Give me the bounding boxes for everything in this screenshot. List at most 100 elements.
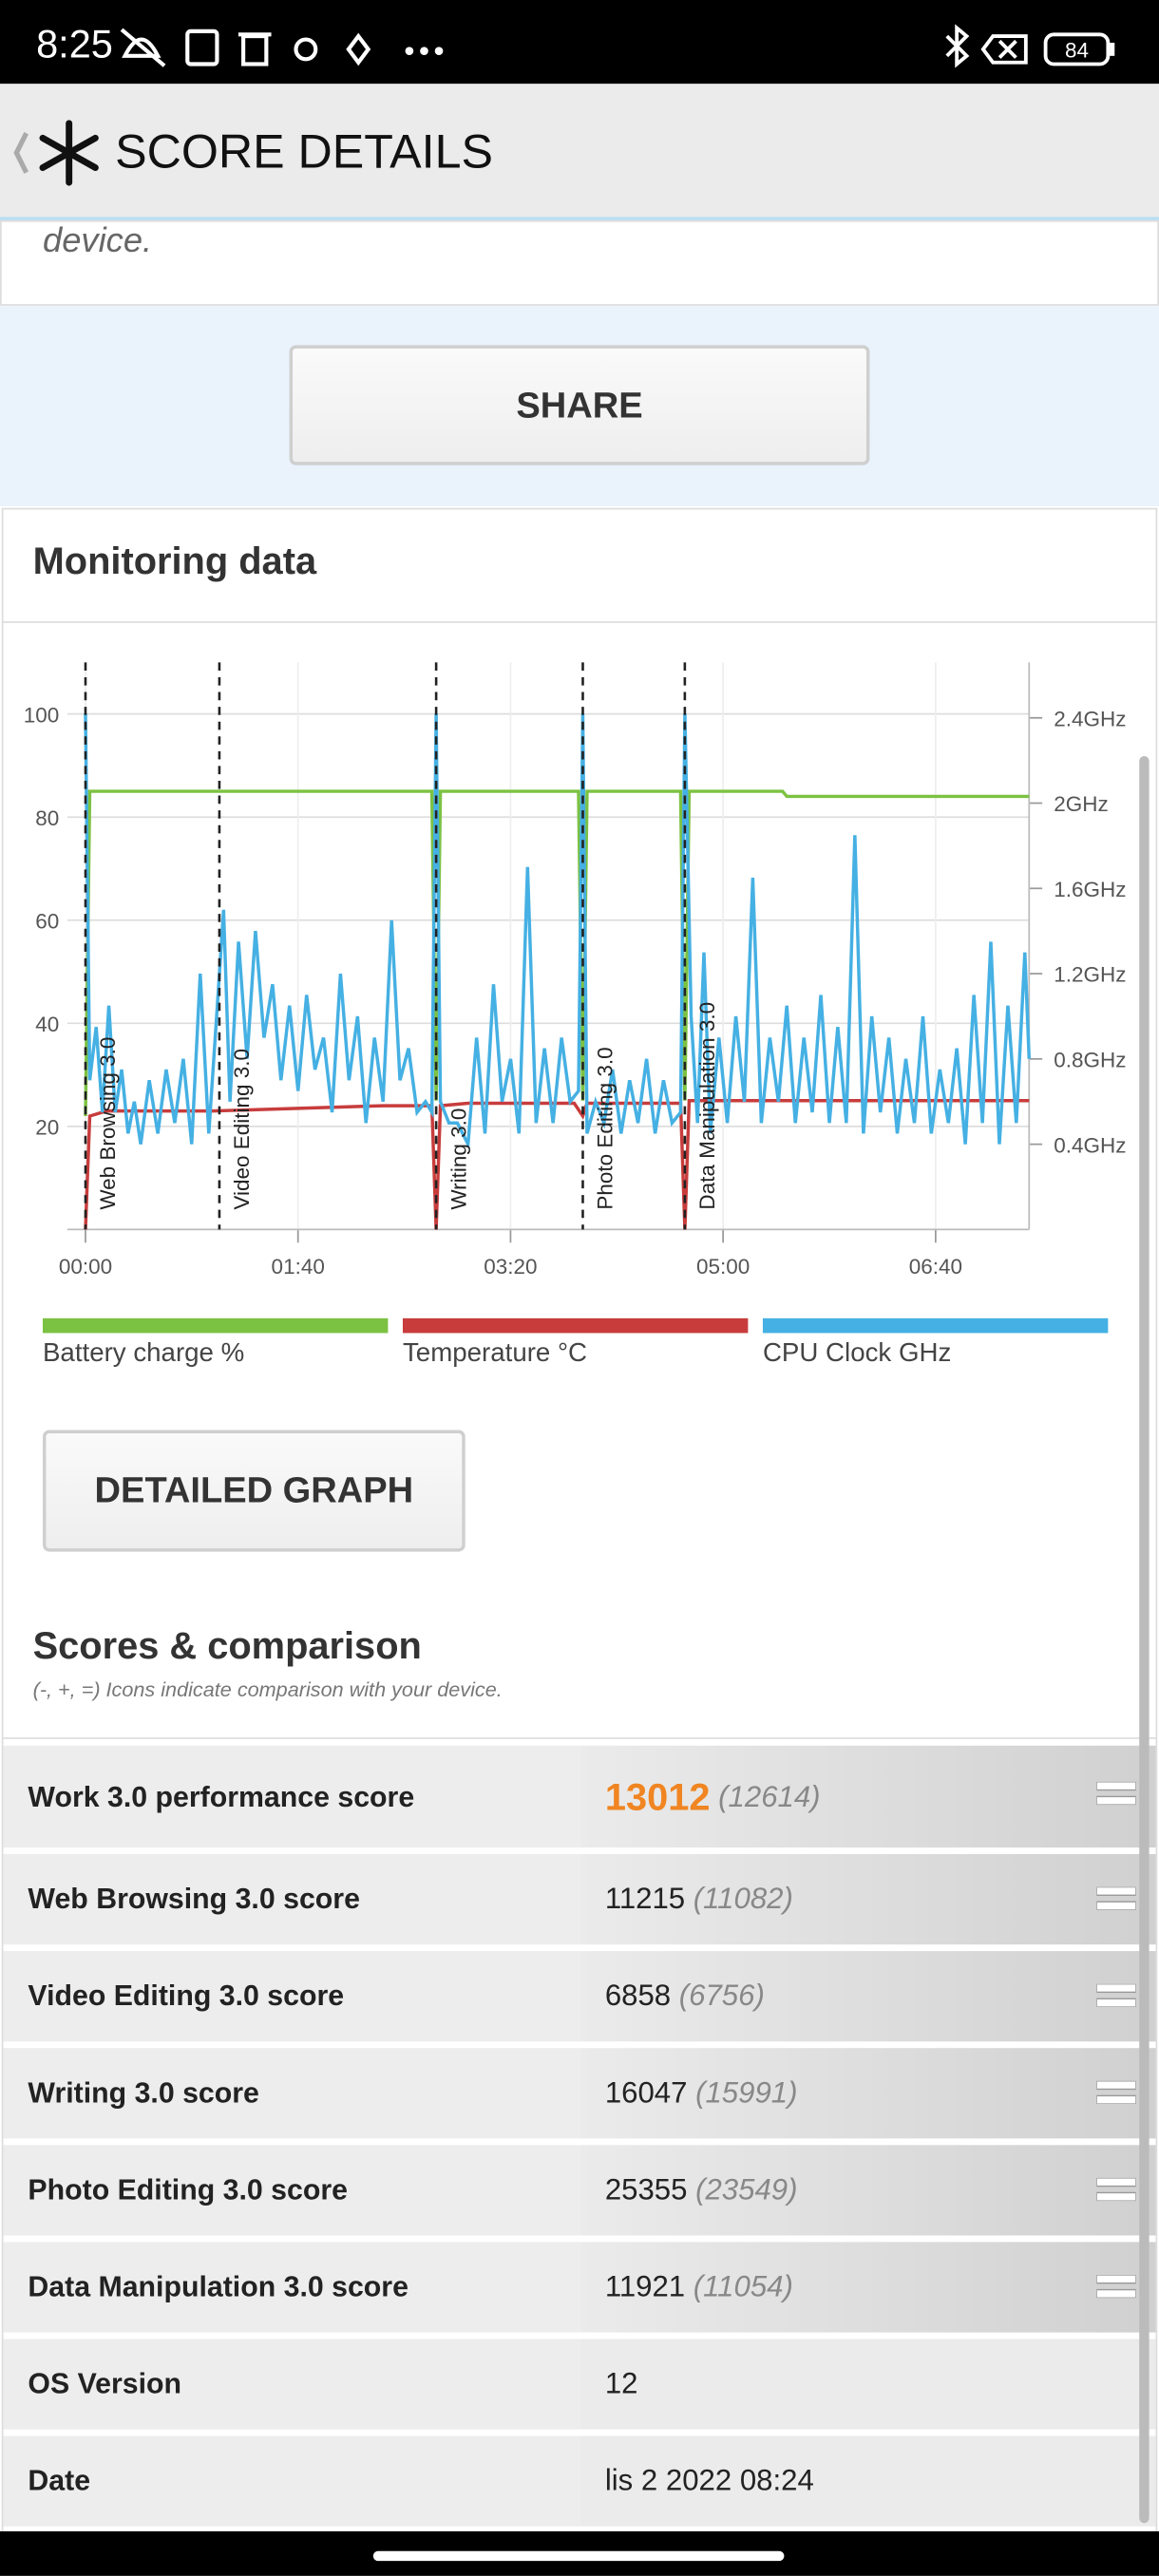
row-label: OS Version <box>3 2339 580 2430</box>
comparison-score: (6756) <box>678 1979 765 2013</box>
row-value: 16047 (15991) <box>580 2048 1156 2139</box>
equal-icon <box>1096 2080 1136 2105</box>
value: 12 <box>604 2366 638 2400</box>
comparison-score: (12614) <box>718 1779 821 1812</box>
equal-icon <box>1096 1886 1136 1910</box>
y2-tick-label: 1.2GHz <box>1054 963 1126 987</box>
row-label: Work 3.0 performance score <box>3 1745 580 1848</box>
score-row: Web Browsing 3.0 score 11215 (11082) <box>3 1853 1156 1945</box>
row-value: lis 2 2022 08:24 <box>580 2435 1156 2527</box>
x-tick-label: 00:00 <box>59 1255 112 1279</box>
score: 11215 <box>604 1882 686 1916</box>
status-right-icons: 84 <box>945 24 1115 68</box>
equal-icon <box>1096 1781 1136 1806</box>
divider <box>3 621 1156 623</box>
legend-swatch <box>762 1317 1109 1334</box>
row-label: Video Editing 3.0 score <box>3 1951 580 2042</box>
row-label: Writing 3.0 score <box>3 2048 580 2139</box>
x-tick-label: 01:40 <box>272 1255 325 1279</box>
comparison-score: (15991) <box>695 2075 798 2110</box>
status-bar: 8:25 84 <box>0 0 1159 85</box>
row-value: 11215 (11082) <box>580 1853 1156 1945</box>
equal-icon <box>1096 2275 1136 2299</box>
section-subtitle: (-, +, =) Icons indicate comparison with… <box>32 1677 503 1702</box>
score: 25355 <box>604 2172 688 2207</box>
status-icons <box>120 28 444 67</box>
row-value: 11921 (11054) <box>580 2242 1156 2333</box>
y-tick-label: 60 <box>35 909 59 933</box>
row-value: 25355 (23549) <box>580 2145 1156 2236</box>
y2-tick-label: 2GHz <box>1054 792 1108 816</box>
equal-icon <box>1096 2177 1136 2202</box>
event-label: Data Manipulation 3.0 <box>695 1002 719 1210</box>
series-line <box>84 789 1030 1117</box>
score: 6858 <box>604 1979 672 2013</box>
y-tick-label: 100 <box>24 703 60 727</box>
x-tick-label: 06:40 <box>909 1255 962 1279</box>
score-row: OS Version 12 <box>3 2339 1156 2430</box>
share-section: SHARE <box>0 305 1159 506</box>
score-row: Work 3.0 performance score 13012 (12614) <box>3 1745 1156 1848</box>
y2-tick-label: 0.8GHz <box>1054 1049 1126 1072</box>
y-tick-label: 40 <box>35 1013 59 1036</box>
detailed-graph-button[interactable]: DETAILED GRAPH <box>42 1430 466 1552</box>
y-tick-label: 80 <box>35 806 59 830</box>
value: lis 2 2022 08:24 <box>604 2464 814 2497</box>
navigation-bar <box>0 2530 1159 2576</box>
event-label: Web Browsing 3.0 <box>96 1037 120 1210</box>
score: 16047 <box>604 2075 688 2110</box>
back-logo[interactable] <box>10 120 108 186</box>
comparison-score: (11082) <box>693 1882 793 1916</box>
app-header: SCORE DETAILS <box>0 84 1159 222</box>
row-value: 13012 (12614) <box>580 1745 1156 1848</box>
score-row: Photo Editing 3.0 score 25355 (23549) <box>3 2145 1156 2236</box>
clock: 8:25 <box>36 23 113 67</box>
score: 11921 <box>604 2269 686 2303</box>
monitoring-card: Monitoring data 20 40 60 80 100 00:00 01:40 03:… <box>1 507 1158 2549</box>
x-tick-label: 05:00 <box>696 1255 750 1279</box>
intro-card: device. <box>0 219 1159 306</box>
y2-tick-label: 2.4GHz <box>1054 707 1126 730</box>
score: 13012 <box>604 1774 711 1818</box>
legend-swatch <box>402 1317 749 1334</box>
page-title: SCORE DETAILS <box>115 126 493 180</box>
monitoring-chart: 20 40 60 80 100 00:00 01:40 03:20 05:00 06:40 0.4G… <box>24 662 1126 1367</box>
equal-icon <box>1096 1983 1136 2007</box>
row-value: 12 <box>580 2339 1156 2430</box>
x-tick-label: 03:20 <box>484 1255 537 1279</box>
row-label: Photo Editing 3.0 score <box>3 2145 580 2236</box>
legend-label: Battery charge % <box>43 1337 244 1367</box>
y-tick-label: 20 <box>35 1116 59 1140</box>
battery-level: 84 <box>1065 39 1089 63</box>
event-label: Video Editing 3.0 <box>230 1049 254 1210</box>
legend-label: CPU Clock GHz <box>763 1337 951 1367</box>
home-indicator[interactable] <box>372 2550 785 2562</box>
row-label: Date <box>3 2435 580 2527</box>
y2-tick-label: 0.4GHz <box>1054 1133 1126 1157</box>
score-table: Work 3.0 performance score 13012 (12614) We… <box>3 1737 1156 2527</box>
scrollbar <box>1139 756 1150 2524</box>
y2-tick-label: 1.6GHz <box>1054 878 1126 901</box>
section-title: Scores & comparison <box>32 1623 422 1667</box>
share-button[interactable]: SHARE <box>289 345 870 465</box>
series-line <box>84 713 1032 1150</box>
section-title: Monitoring data <box>32 539 317 582</box>
row-label: Data Manipulation 3.0 score <box>3 2242 580 2333</box>
intro-text: device. <box>42 221 153 260</box>
event-label: Writing 3.0 <box>446 1108 470 1210</box>
score-row: Data Manipulation 3.0 score 11921 (11054) <box>3 2242 1156 2333</box>
series-line <box>84 1099 1030 1230</box>
row-value: 6858 (6756) <box>580 1951 1156 2042</box>
legend-swatch <box>42 1317 389 1334</box>
legend-label: Temperature °C <box>403 1337 587 1367</box>
comparison-score: (23549) <box>695 2172 798 2207</box>
row-label: Web Browsing 3.0 score <box>3 1853 580 1945</box>
event-label: Photo Editing 3.0 <box>594 1047 618 1209</box>
score-row: Video Editing 3.0 score 6858 (6756) <box>3 1951 1156 2042</box>
comparison-score: (11054) <box>693 2269 793 2303</box>
score-row: Date lis 2 2022 08:24 <box>3 2435 1156 2527</box>
score-row: Writing 3.0 score 16047 (15991) <box>3 2048 1156 2139</box>
